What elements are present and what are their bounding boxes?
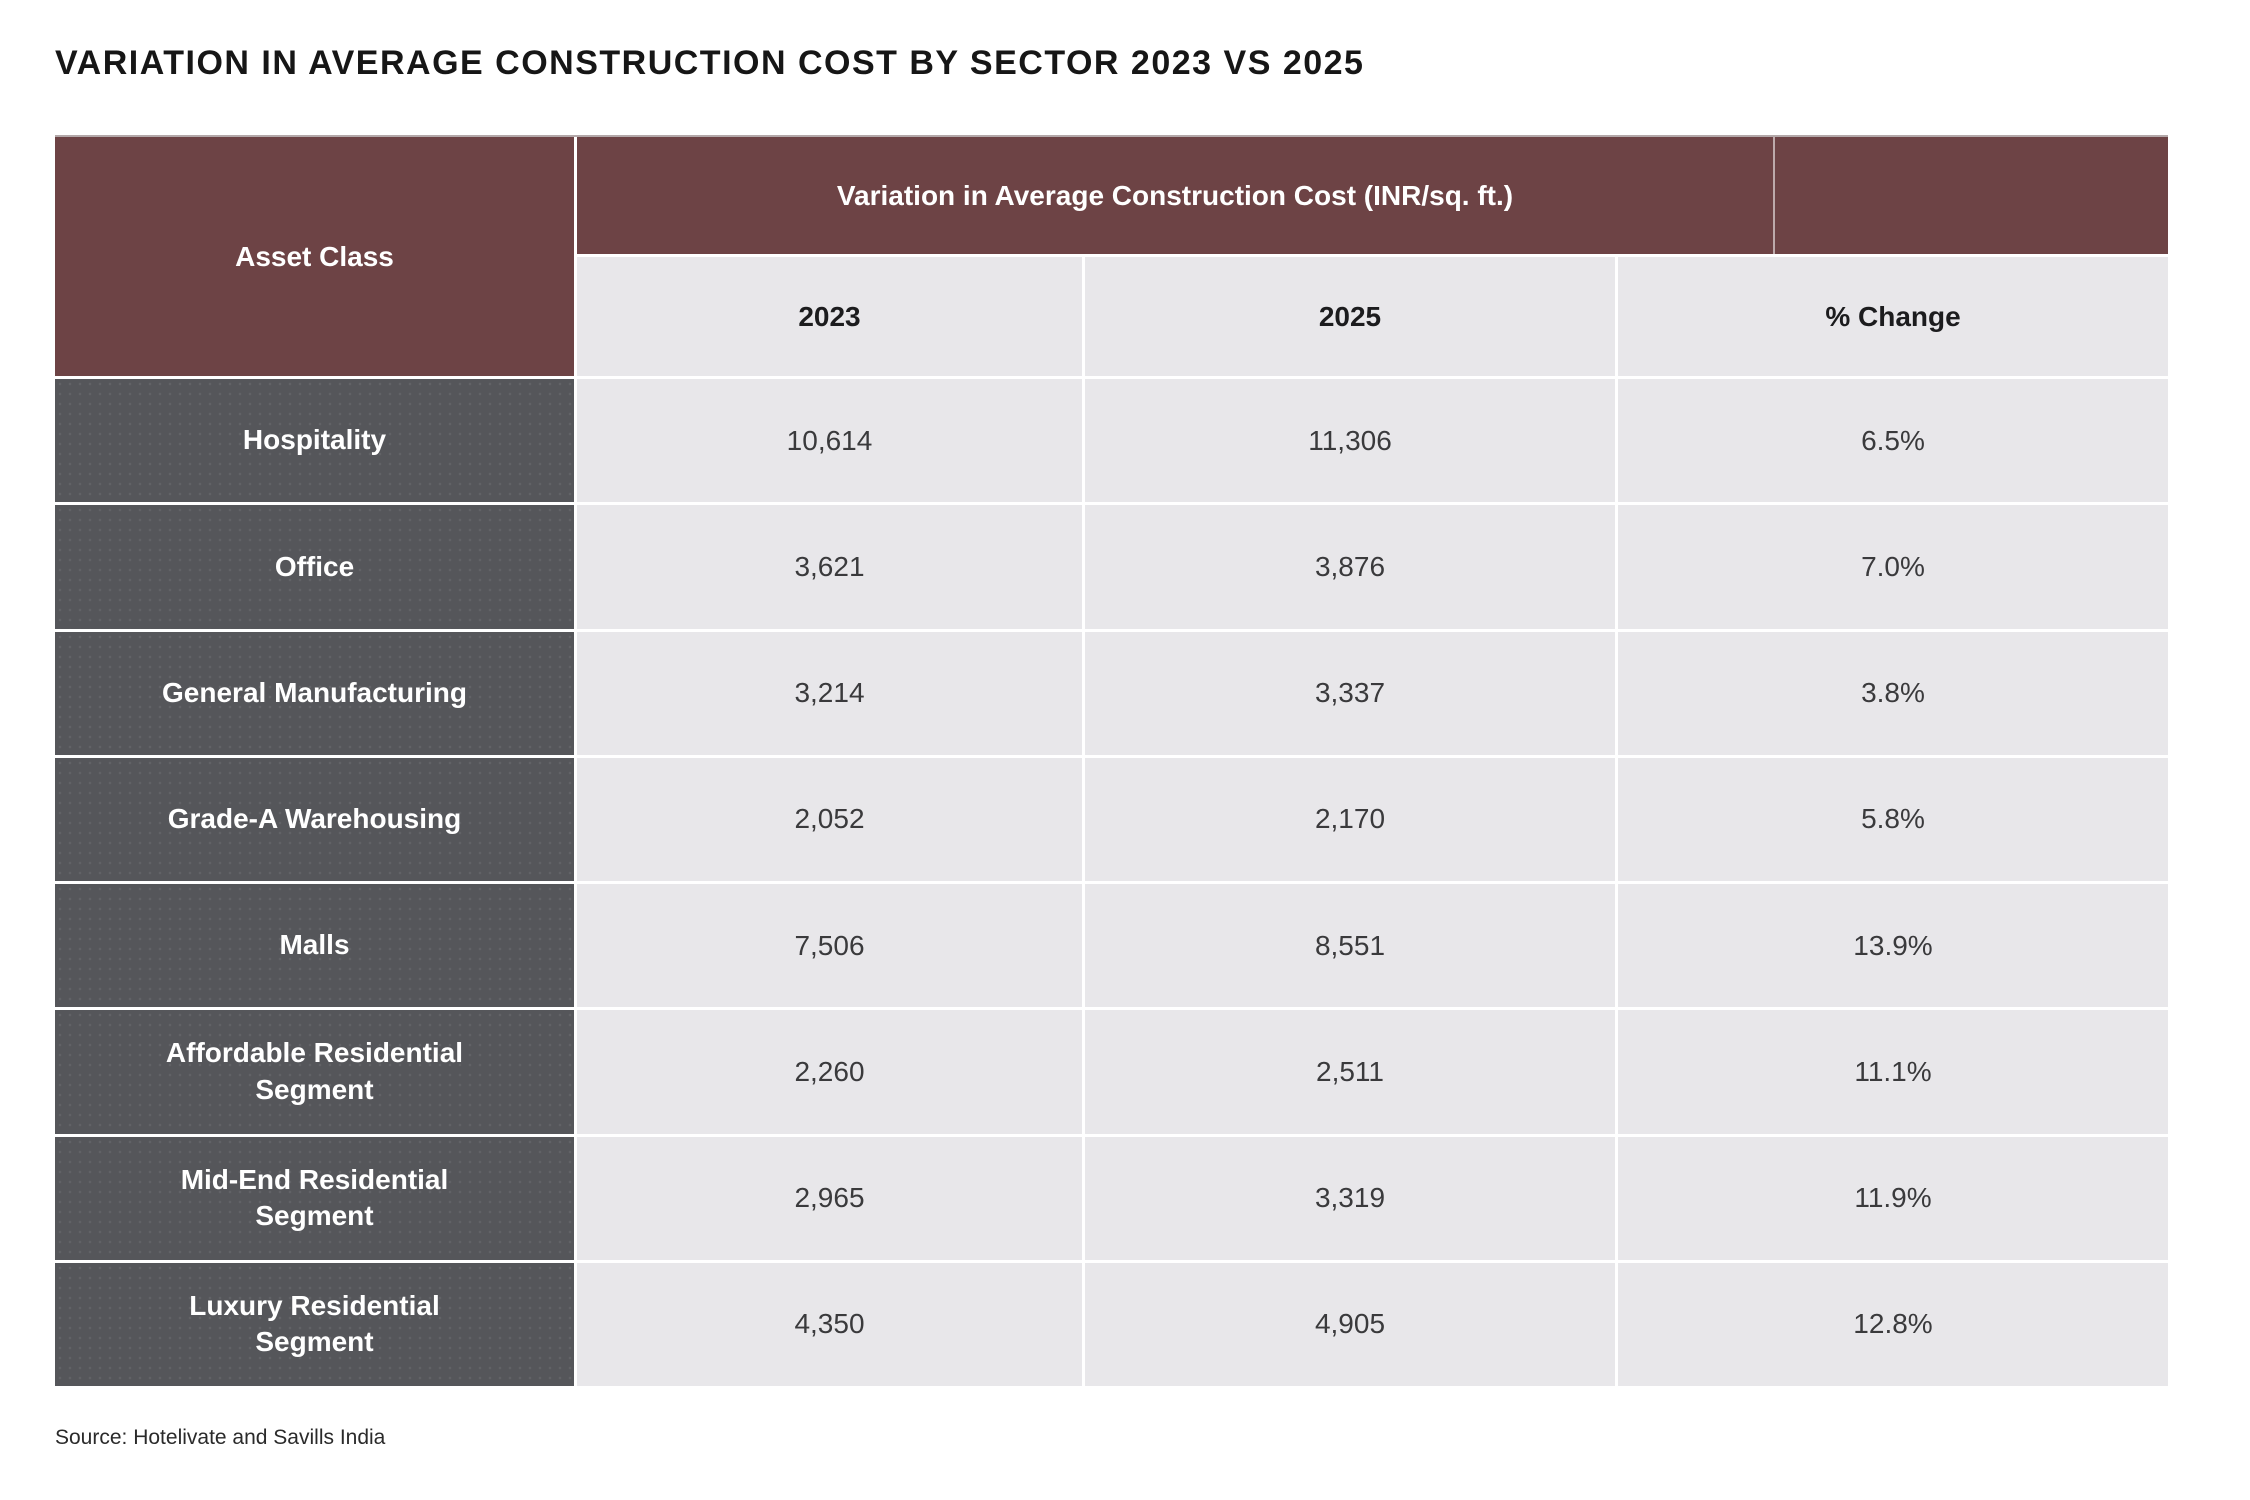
value-cell-percent-change: 6.5%: [1618, 379, 2168, 503]
value-2025: 3,337: [1314, 677, 1386, 709]
value-percent-change: 7.0%: [1861, 550, 1925, 582]
row-label: Grade-A Warehousing: [167, 803, 462, 835]
value-cell-percent-change: 7.0%: [1618, 505, 2168, 629]
banner-header-cell: Variation in Average Construction Cost (…: [577, 137, 2168, 254]
value-cell-2025: 3,319: [1085, 1136, 1615, 1260]
banner-header-text-zone: Variation in Average Construction Cost (…: [577, 137, 1773, 254]
value-cell-2025: 2,170: [1085, 757, 1615, 881]
value-cell-2025: 2,511: [1085, 1010, 1615, 1134]
value-percent-change: 11.1%: [1854, 1055, 1932, 1087]
banner-divider: [1773, 137, 1775, 254]
construction-cost-table: Asset Class Variation in Average Constru…: [55, 135, 2168, 1386]
value-2023: 2,260: [794, 1055, 865, 1087]
value-cell-2025: 3,337: [1085, 631, 1615, 755]
value-cell-2025: 4,905: [1085, 1262, 1615, 1386]
value-2025: 3,319: [1314, 1182, 1386, 1214]
row-label: Luxury Residential Segment: [189, 1289, 440, 1358]
value-2023: 10,614: [786, 424, 873, 456]
value-cell-2023: 2,965: [577, 1136, 1082, 1260]
value-2025: 11,306: [1308, 424, 1392, 456]
corner-header-label: Asset Class: [235, 240, 394, 272]
value-cell-2025: 11,306: [1085, 379, 1615, 503]
value-cell-2023: 4,350: [577, 1262, 1082, 1386]
value-2023: 7,506: [794, 929, 865, 961]
value-cell-percent-change: 12.8%: [1618, 1262, 2168, 1386]
value-percent-change: 6.5%: [1861, 424, 1925, 456]
value-cell-percent-change: 11.9%: [1618, 1136, 2168, 1260]
value-cell-2023: 7,506: [577, 884, 1082, 1008]
value-2023: 2,052: [794, 803, 865, 835]
row-label-cell: Luxury Residential Segment: [55, 1262, 574, 1386]
value-cell-2023: 2,052: [577, 757, 1082, 881]
row-label: Malls: [279, 929, 350, 961]
value-2025: 2,170: [1314, 803, 1386, 835]
value-2025: 3,876: [1314, 550, 1386, 582]
row-label-cell: Hospitality: [55, 379, 574, 503]
row-label-cell: Office: [55, 505, 574, 629]
value-2025: 8,551: [1314, 929, 1386, 961]
row-label: Office: [274, 550, 355, 582]
row-label: Hospitality: [242, 424, 387, 456]
banner-header-label: Variation in Average Construction Cost (…: [836, 179, 1514, 211]
value-2025: 4,905: [1314, 1308, 1386, 1340]
value-2023: 2,965: [794, 1182, 865, 1214]
value-cell-2023: 3,214: [577, 631, 1082, 755]
row-label-cell: Affordable Residential Segment: [55, 1010, 574, 1134]
value-2025: 2,511: [1316, 1055, 1384, 1087]
value-percent-change: 12.8%: [1853, 1308, 1933, 1340]
value-cell-percent-change: 13.9%: [1618, 884, 2168, 1008]
value-cell-percent-change: 11.1%: [1618, 1010, 2168, 1134]
value-cell-2025: 8,551: [1085, 884, 1615, 1008]
source-note: Source: Hotelivate and Savills India: [55, 1426, 386, 1449]
row-label: General Manufacturing: [162, 676, 467, 708]
row-label: Mid-End Residential Segment: [180, 1163, 449, 1232]
value-2023: 4,350: [794, 1308, 865, 1340]
value-cell-percent-change: 5.8%: [1618, 757, 2168, 881]
value-cell-percent-change: 3.8%: [1618, 631, 2168, 755]
value-percent-change: 3.8%: [1861, 677, 1925, 709]
value-cell-2023: 2,260: [577, 1010, 1082, 1134]
value-cell-2023: 3,621: [577, 505, 1082, 629]
value-2023: 3,621: [794, 550, 865, 582]
value-percent-change: 11.9%: [1854, 1182, 1932, 1214]
value-percent-change: 13.9%: [1853, 929, 1933, 961]
page-title: VARIATION IN AVERAGE CONSTRUCTION COST B…: [55, 44, 1365, 82]
column-header-2023: 2023: [577, 257, 1082, 376]
row-label-cell: General Manufacturing: [55, 631, 574, 755]
row-label-cell: Mid-End Residential Segment: [55, 1136, 574, 1260]
value-cell-2025: 3,876: [1085, 505, 1615, 629]
column-header-2025: 2025: [1085, 257, 1615, 376]
row-label: Affordable Residential Segment: [165, 1037, 464, 1105]
column-header-percent-change: % Change: [1618, 257, 2168, 376]
row-label-cell: Grade-A Warehousing: [55, 757, 574, 881]
corner-header-asset-class: Asset Class: [55, 137, 574, 376]
value-2023: 3,214: [794, 677, 865, 709]
value-cell-2023: 10,614: [577, 379, 1082, 503]
value-percent-change: 5.8%: [1861, 803, 1925, 835]
row-label-cell: Malls: [55, 884, 574, 1008]
